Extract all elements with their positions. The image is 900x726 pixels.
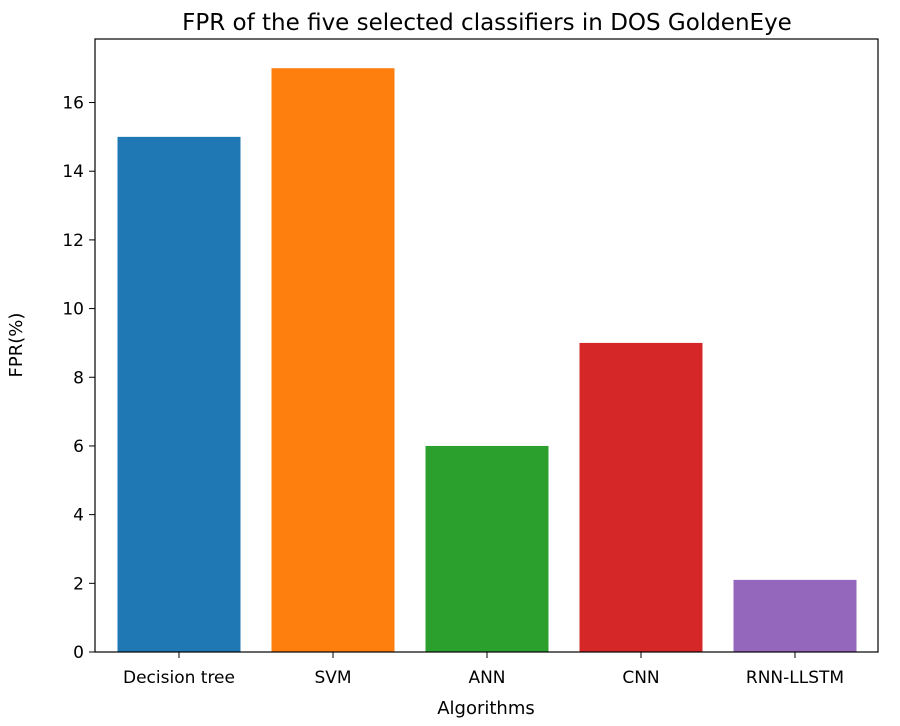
y-axis-ticks: 0 2 4 6 8 10 12 14 16 [62,94,95,663]
y-tick-label: 0 [73,643,84,663]
x-tick-label: SVM [314,668,351,688]
y-tick-label: 2 [73,574,84,594]
bar-cnn [579,342,703,652]
x-axis-label: Algorithms [437,698,535,719]
y-tick-label: 14 [62,162,84,182]
bar-svm [271,68,395,652]
bar-decision-tree [117,136,241,652]
x-tick-label: Decision tree [123,668,235,688]
plot-frame [94,38,879,653]
y-tick-label: 8 [73,368,84,388]
y-tick-label: 10 [62,300,84,320]
bar-rnn-llstm [733,579,857,652]
y-tick-label: 12 [62,231,84,251]
x-axis-ticks: Decision tree SVM ANN CNN RNN-LLSTM [123,652,844,688]
y-tick-label: 16 [62,94,84,114]
chart-title: FPR of the five selected classifiers in … [182,10,792,36]
bars-group [117,68,857,652]
x-tick-label: CNN [622,668,659,688]
y-tick-label: 4 [73,506,84,526]
bar-ann [425,445,549,652]
x-tick-label: ANN [468,668,505,688]
y-tick-label: 6 [73,437,84,457]
x-tick-label: RNN-LLSTM [746,668,844,688]
y-axis-label: FPR(%) [6,313,27,378]
